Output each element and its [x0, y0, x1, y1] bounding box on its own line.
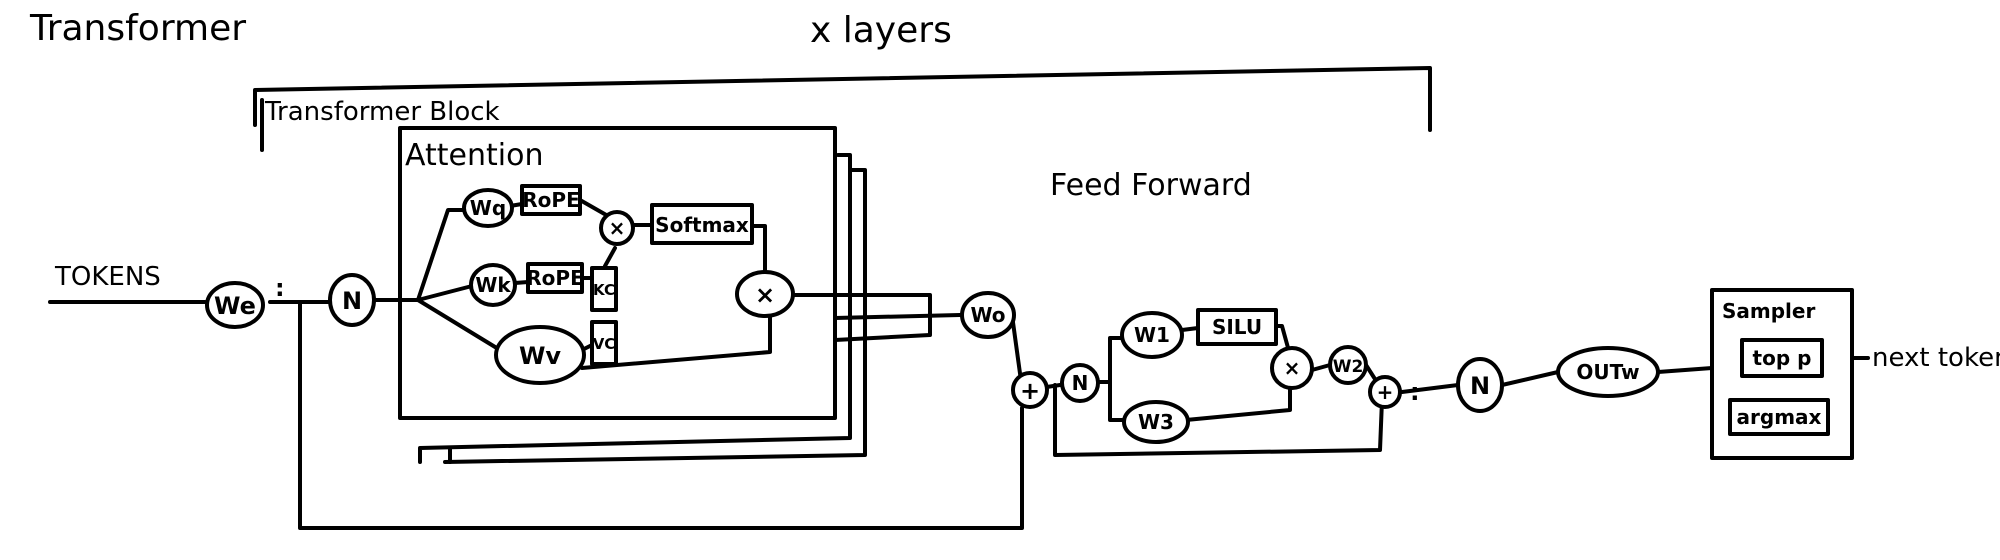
node-w2-label: W2 — [1333, 357, 1364, 377]
node-mul-ff — [1270, 346, 1314, 390]
layers-bracket — [253, 66, 1432, 132]
sampler-option-top-p — [1740, 338, 1824, 378]
node-wq — [462, 188, 514, 228]
edge-to-wq — [416, 208, 470, 302]
node-embedding — [205, 281, 265, 329]
edge-norm2-w3 — [1108, 380, 1124, 422]
node-mul-qk-label: × — [609, 216, 626, 240]
node-norm-1 — [328, 273, 376, 327]
node-norm-3 — [1456, 357, 1504, 413]
node-rope-k-label: RoPE — [526, 266, 583, 290]
edge-mul-w2 — [1310, 363, 1332, 372]
edge-w1-silu — [1180, 326, 1200, 332]
sampler-option-argmax — [1728, 398, 1830, 436]
node-norm-2-label: N — [1072, 371, 1089, 395]
split-dots-2: : — [1410, 378, 1420, 406]
node-norm-2 — [1060, 363, 1100, 403]
edge-add2-norm3 — [1400, 383, 1460, 394]
attention-label: Attention — [405, 138, 543, 173]
node-softmax — [650, 203, 754, 245]
attention-stack-back-2 — [418, 153, 852, 464]
edge-kc-mul — [603, 246, 617, 268]
node-silu-label: SILU — [1212, 315, 1262, 339]
node-mul-v — [735, 270, 795, 318]
node-v-cache — [590, 320, 618, 366]
node-w2 — [1328, 345, 1368, 385]
output-label: next token — [1872, 343, 2000, 373]
node-w1 — [1120, 311, 1184, 359]
node-k-cache-label: KC — [593, 281, 615, 299]
node-wv — [494, 325, 586, 385]
node-norm-1-label: N — [342, 287, 362, 315]
residual-path-2 — [1053, 383, 1384, 457]
node-wk — [469, 263, 517, 307]
edge-wk-rope — [513, 280, 530, 285]
edge-to-wv — [416, 298, 502, 352]
sampler-option-top-p-label: top p — [1753, 346, 1812, 370]
edge-to-wk — [416, 284, 474, 302]
node-rope-k — [526, 262, 584, 294]
node-rope-q-label: RoPE — [522, 188, 579, 212]
node-add-2-label: + — [1377, 380, 1394, 404]
node-add-2 — [1368, 375, 1402, 409]
edge-v-mul2 — [580, 308, 772, 370]
node-output-proj-label: OUTw — [1576, 360, 1639, 384]
edge-norm2-w1 — [1096, 336, 1124, 384]
node-w1-label: W1 — [1134, 323, 1170, 347]
attention-stack-back-3 — [443, 168, 867, 464]
node-rope-q — [520, 184, 582, 216]
split-dots: : — [275, 274, 285, 302]
edge-out-sampler — [1656, 366, 1714, 374]
sampler-option-argmax-label: argmax — [1737, 405, 1822, 429]
node-add-1 — [1011, 371, 1049, 409]
transformer-block-label: Transformer Block — [264, 97, 500, 127]
node-v-cache-label: VC — [593, 335, 616, 353]
node-wv-label: Wv — [519, 342, 561, 370]
residual-path-1 — [298, 300, 1024, 530]
node-w3-label: W3 — [1138, 410, 1174, 434]
node-silu — [1196, 308, 1278, 346]
node-wo-label: Wo — [970, 303, 1005, 327]
node-embedding-label: We — [214, 292, 256, 320]
feed-forward-label: Feed Forward — [1050, 168, 1252, 203]
edge-w3-mul — [1184, 383, 1292, 422]
edge-softmax-mul2 — [750, 224, 767, 282]
node-k-cache — [590, 266, 618, 312]
layers-label: x layers — [810, 10, 952, 51]
input-label: TOKENS — [54, 262, 161, 292]
node-add-1-label: + — [1020, 377, 1040, 405]
node-output-proj — [1556, 346, 1660, 398]
edge-norm3-out — [1500, 370, 1560, 387]
node-mul-qk — [599, 210, 635, 246]
diagram-title: Transformer — [29, 8, 246, 49]
node-norm-3-label: N — [1470, 372, 1490, 400]
node-mul-ff-label: × — [1284, 356, 1301, 380]
edge-stack-wo — [833, 313, 962, 320]
node-softmax-label: Softmax — [655, 213, 749, 237]
node-wk-label: Wk — [475, 273, 511, 297]
node-wq-label: Wq — [470, 196, 506, 220]
node-w3 — [1122, 400, 1190, 444]
sampler-label: Sampler — [1722, 299, 1815, 323]
node-mul-v-label: × — [755, 281, 775, 309]
node-wo — [960, 291, 1016, 339]
